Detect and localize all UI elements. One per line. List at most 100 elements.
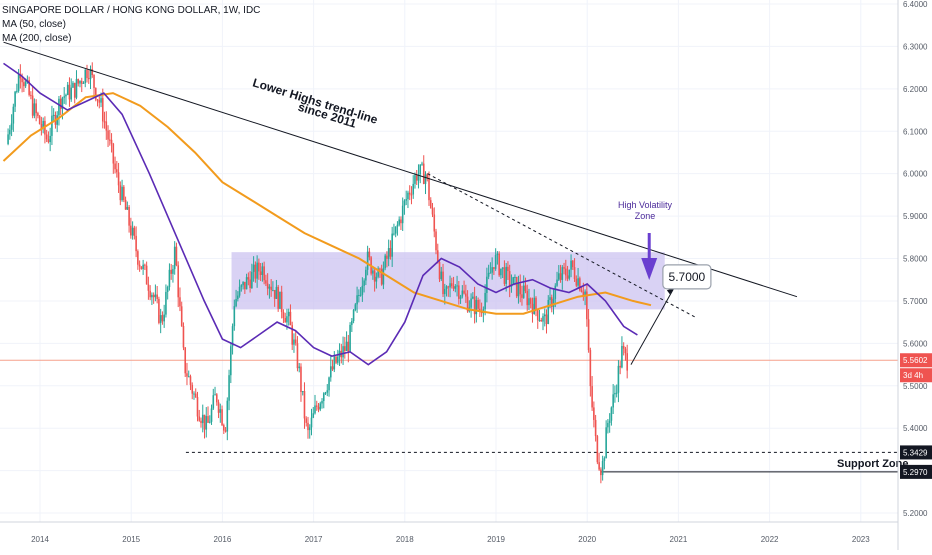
price-tick-label: 6.4000 — [903, 0, 928, 9]
candle-body — [451, 283, 453, 287]
candle-body — [461, 290, 464, 297]
candle-body — [335, 356, 337, 363]
candle-body — [245, 277, 248, 290]
candle-body — [410, 194, 413, 196]
candle-body — [279, 291, 281, 309]
candle-body — [84, 69, 87, 83]
candle-body — [80, 80, 83, 84]
time-tick-label: 2021 — [670, 535, 688, 544]
candle-body — [94, 88, 97, 100]
candle-body — [407, 192, 409, 200]
candle-body — [424, 174, 427, 184]
candle-body — [45, 134, 48, 140]
candle-body — [315, 405, 318, 407]
candle-body — [252, 264, 255, 272]
candle-body — [156, 294, 158, 299]
candle-body — [126, 207, 129, 210]
candle-body — [598, 462, 600, 470]
candle-body — [270, 286, 272, 291]
candle-body — [73, 82, 76, 98]
candle-body — [21, 78, 23, 83]
candle-body — [580, 290, 583, 292]
candle-body — [601, 461, 604, 476]
candle-body — [228, 375, 230, 401]
candle-body — [37, 113, 39, 116]
candle-body — [277, 286, 279, 309]
candle-body — [589, 350, 592, 387]
candle-body — [180, 306, 183, 327]
candle-body — [426, 174, 429, 179]
candle-body — [570, 260, 572, 270]
candle-body — [294, 339, 297, 344]
support-zone-label: Support Zone — [837, 458, 909, 470]
candle-body — [110, 139, 113, 144]
candle-body — [428, 178, 430, 201]
candle-body — [593, 407, 595, 420]
price-tick-label: 5.8000 — [903, 255, 928, 264]
candle-body — [203, 414, 206, 430]
candle-body — [622, 345, 625, 349]
candle-body — [291, 325, 294, 345]
candle-body — [249, 279, 251, 289]
candle-body — [101, 98, 104, 122]
candle-body — [196, 397, 199, 417]
time-tick-label: 2019 — [487, 535, 505, 544]
candle-body — [554, 285, 557, 299]
candle-body — [491, 267, 493, 273]
candle-body — [565, 268, 567, 276]
candle-body — [584, 291, 586, 296]
candle-body — [456, 285, 458, 287]
candle-body — [121, 186, 123, 201]
candle-body — [443, 288, 446, 295]
candle-body — [58, 98, 60, 116]
candle-body — [342, 346, 344, 358]
candle-body — [326, 390, 329, 393]
target-price-label: 5.7000 — [669, 270, 706, 284]
candle-body — [212, 395, 215, 409]
candle-body — [293, 339, 295, 345]
candle-body — [198, 416, 201, 421]
candle-body — [621, 345, 623, 368]
candle-body — [375, 276, 378, 282]
candle-body — [215, 394, 218, 403]
high-volatility-zone — [231, 252, 665, 310]
candle-body — [75, 79, 78, 98]
price-tick-label: 5.5000 — [903, 382, 928, 391]
candle-body — [256, 262, 258, 279]
candle-body — [217, 402, 220, 413]
candle-body — [435, 231, 437, 251]
candle-body — [266, 283, 269, 289]
candle-body — [223, 425, 225, 431]
candle-body — [536, 309, 539, 321]
ma50-legend[interactable]: MA (50, close) — [2, 19, 66, 30]
candle-body — [500, 268, 502, 276]
candle-body — [86, 69, 88, 79]
candle-body — [319, 403, 322, 410]
trendlines: 5.7000 — [3, 41, 798, 365]
candle-body — [329, 366, 332, 378]
candle-body — [458, 285, 460, 299]
candle-body — [173, 246, 176, 270]
candle-body — [547, 299, 550, 325]
candle-body — [303, 391, 306, 419]
candle-body — [438, 262, 441, 280]
candle-body — [610, 407, 613, 421]
candle-body — [240, 285, 243, 287]
candle-body — [16, 90, 18, 92]
time-tick-label: 2022 — [761, 535, 779, 544]
candle-body — [472, 296, 474, 299]
moving-averages — [2, 62, 652, 366]
ma50-line — [3, 62, 638, 366]
candle-body — [366, 251, 369, 270]
candle-body — [165, 291, 167, 315]
candle-body — [179, 297, 181, 307]
projection-arrow-head — [666, 288, 674, 295]
ma200-legend[interactable]: MA (200, close) — [2, 33, 72, 44]
candle-body — [514, 276, 516, 278]
candle-body — [207, 416, 209, 423]
candle-body — [109, 139, 111, 141]
candle-body — [486, 276, 488, 293]
candle-body — [72, 82, 74, 88]
